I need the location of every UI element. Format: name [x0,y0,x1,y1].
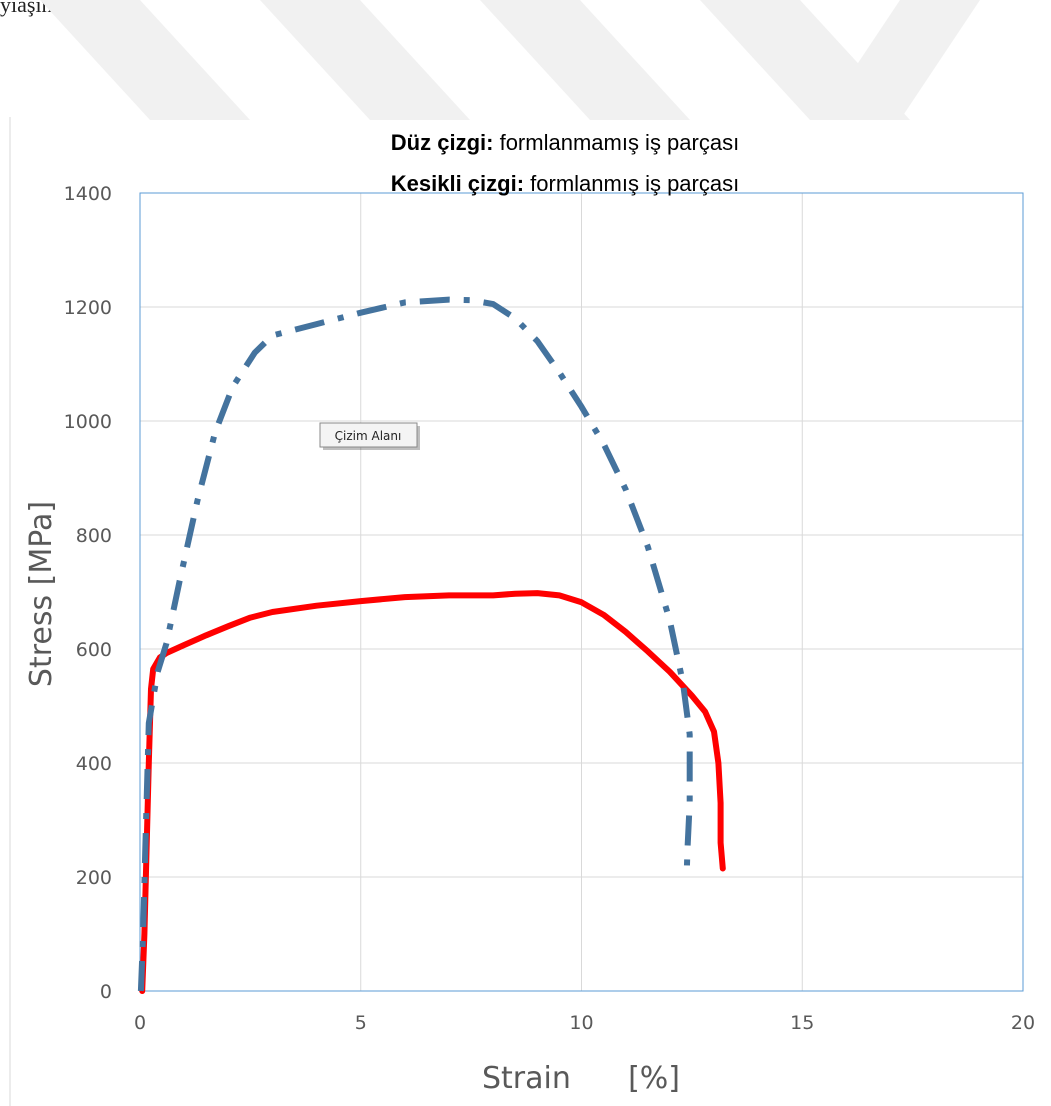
y-tick-label-400: 400 [76,753,112,775]
series-group [137,296,726,994]
x-tick-label-15: 15 [790,1012,814,1034]
x-tick-label-20: 20 [1011,1012,1035,1034]
y-tick-label-600: 600 [76,639,112,661]
plot-area [139,192,1024,992]
title-1-rest: formlanmamış iş parçası [493,130,739,155]
x-tick-label-0: 0 [134,1012,146,1034]
x-tick-label-10: 10 [569,1012,593,1034]
tooltip: Çizim Alanı [319,422,420,450]
tooltip-box [319,422,418,448]
series-line-dashdot [137,296,693,992]
chart-title-line-1: Düz çizgi: formlanmamış iş parçası [391,130,739,155]
x-axis-label: Strain [%] [482,1061,680,1096]
grid [139,192,1024,992]
y-tick-label-0: 0 [100,981,112,1003]
series-line-solid [139,590,726,994]
title-2-bold: Kesikli çizgi: [391,171,524,196]
y-tick-label-1400: 1400 [64,183,112,205]
title-1-bold: Düz çizgi: [391,130,494,155]
y-tick-label-1000: 1000 [64,411,112,433]
tooltip-text: Çizim Alanı [335,429,402,443]
title-2-rest: formlanmış iş parçası [524,171,739,196]
chart-title-line-2: Kesikli çizgi: formlanmış iş parçası [391,171,739,196]
y-tick-label-1200: 1200 [64,297,112,319]
y-tick-labels: 0 200 400 600 800 1000 1200 1400 [64,183,112,1003]
y-tick-label-800: 800 [76,525,112,547]
y-axis-label: Stress [MPa] [24,501,59,687]
watermark [40,0,980,120]
y-tick-label-200: 200 [76,867,112,889]
x-tick-labels: 0 5 10 15 20 [134,1012,1035,1034]
x-tick-label-5: 5 [355,1012,367,1034]
